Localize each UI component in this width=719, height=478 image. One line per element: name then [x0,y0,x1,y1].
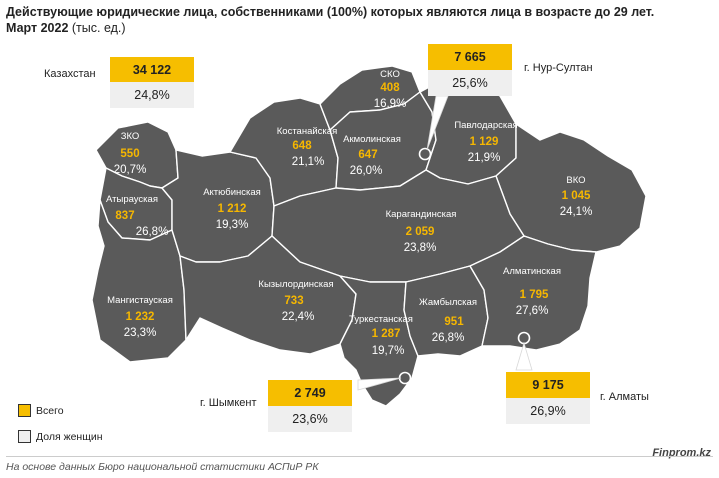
legend-label-total: Всего [36,405,64,417]
country-total: 34 122 [110,57,194,83]
nursultan-label: г. Нур-Султан [524,62,593,74]
nursultan-total: 7 665 [428,44,512,70]
label-pavlodar-name: Павлодарская [454,120,518,131]
nursultan-marker [418,147,432,161]
label-karaganda-name: Карагандинская [385,209,457,220]
label-kostanay-name: Костанайская [276,126,338,137]
label-sko-share: 16,9% [373,98,407,110]
chart-title: Действующие юридические лица, собственни… [6,4,706,36]
label-kyzylorda-share: 22,4% [281,311,315,323]
footer-divider [6,456,713,457]
label-aktobe-share: 19,3% [215,219,249,231]
label-turkestan-name: Туркестанская [349,314,413,325]
source-note: На основе данных Бюро национальной стати… [6,461,319,473]
shymkent-total: 2 749 [268,380,352,406]
label-kostanay-total: 648 [292,140,312,152]
label-kostanay-share: 21,1% [291,156,325,168]
label-atyrau-share: 26,8% [135,226,169,238]
almaty-label: г. Алматы [600,391,649,403]
almaty-pointer [515,341,533,371]
label-vko-total: 1 045 [561,190,591,202]
label-kyzylorda-total: 733 [284,295,304,307]
label-vko-name: ВКО [566,175,586,186]
label-zhambyl-share: 26,8% [431,332,465,344]
label-zko-share: 20,7% [113,164,147,176]
label-vko-share: 24,1% [559,206,593,218]
almaty-total: 9 175 [506,372,590,398]
country-share: 24,8% [110,82,194,108]
label-sko-total: 408 [380,82,400,94]
label-akmola-total: 647 [358,149,378,161]
title-period: Март 2022 [6,21,69,35]
label-kyzylorda-name: Кызылординская [258,279,334,290]
region-zhambyl [403,265,489,357]
label-zko-total: 550 [120,148,140,160]
label-almaty-total: 1 795 [519,289,549,301]
label-zhambyl-name: Жамбылская [419,297,477,308]
label-mangystau-name: Мангистауская [107,295,173,306]
legend-swatch-women [18,430,31,443]
callout-pointers [357,95,533,391]
shymkent-share: 23,6% [268,406,352,432]
label-sko-name: СКО [380,69,400,80]
label-pavlodar-total: 1 129 [469,136,499,148]
label-atyrau-total: 837 [115,210,135,222]
title-unit: (тыс. ед.) [71,21,126,35]
brand-logo: Finprom.kz [652,447,711,459]
shymkent-label: г. Шымкент [200,397,257,409]
legend-swatch-total [18,404,31,417]
label-almaty-share: 27,6% [515,305,549,317]
title-line-2: Март 2022 (тыс. ед.) [6,20,706,36]
nursultan-pointer [426,95,449,151]
region-almaty [469,235,597,351]
almaty-share: 26,9% [506,398,590,424]
label-atyrau-name: Атырауская [106,194,158,205]
label-akmola-share: 26,0% [349,165,383,177]
label-zko-name: ЗКО [120,131,140,142]
label-aktobe-name: Актюбинская [203,187,261,198]
label-almaty-name: Алматинская [503,266,561,277]
label-turkestan-total: 1 287 [371,328,401,340]
label-zhambyl-total: 951 [444,316,464,328]
country-label: Казахстан [44,68,96,80]
region-shapes [91,65,647,407]
label-pavlodar-share: 21,9% [467,152,501,164]
label-karaganda-total: 2 059 [405,226,435,238]
label-turkestan-share: 19,7% [371,345,405,357]
label-karaganda-share: 23,8% [403,242,437,254]
nursultan-share: 25,6% [428,70,512,96]
label-akmola-name: Акмолинская [343,134,401,145]
region-mangystau [91,199,187,363]
title-line-1: Действующие юридические лица, собственни… [6,5,655,19]
label-mangystau-total: 1 232 [125,311,155,323]
label-mangystau-share: 23,3% [123,327,157,339]
shymkent-pointer [357,377,402,391]
label-aktobe-total: 1 212 [217,203,247,215]
legend-label-women: Доля женщин [36,431,103,443]
